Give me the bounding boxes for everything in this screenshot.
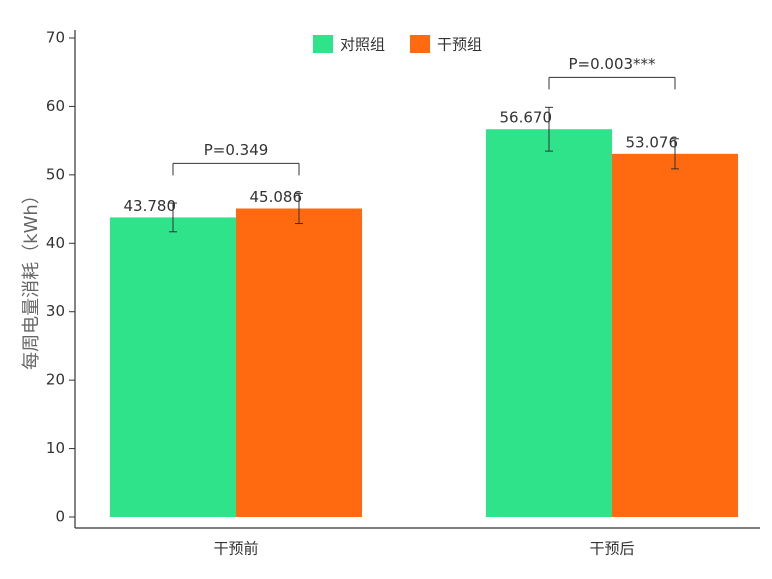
legend-label: 对照组 — [340, 36, 385, 54]
x-tick-label: 干预前 — [213, 540, 258, 558]
legend-label: 干预组 — [437, 36, 482, 54]
data-label: 53.076 — [626, 133, 679, 151]
legend-swatch — [313, 35, 333, 53]
y-tick-label: 30 — [46, 302, 65, 320]
y-tick-label: 10 — [46, 439, 65, 457]
error-bar — [671, 138, 679, 170]
y-tick-label: 60 — [46, 97, 65, 115]
annotation: P=0.349 — [204, 141, 269, 159]
y-tick-label: 50 — [46, 165, 65, 183]
error-bar — [295, 192, 303, 225]
data-label: 45.086 — [250, 188, 303, 206]
x-tick-label: 干预后 — [589, 540, 634, 558]
legend-swatch — [410, 35, 430, 53]
data-label: 43.780 — [124, 197, 177, 215]
bar — [236, 208, 362, 517]
y-tick-label: 0 — [55, 508, 65, 526]
bar — [486, 129, 612, 518]
y-tick-label: 20 — [46, 371, 65, 389]
bar — [612, 153, 738, 517]
bar — [110, 217, 236, 517]
annotation: P=0.003*** — [568, 55, 656, 73]
y-tick-label: 40 — [46, 234, 65, 252]
y-axis-label: 每周电量消耗（kWh） — [21, 186, 42, 370]
y-tick-label: 70 — [46, 29, 65, 47]
data-label: 56.670 — [500, 109, 553, 127]
error-bar — [545, 106, 553, 152]
error-bar — [169, 202, 177, 233]
